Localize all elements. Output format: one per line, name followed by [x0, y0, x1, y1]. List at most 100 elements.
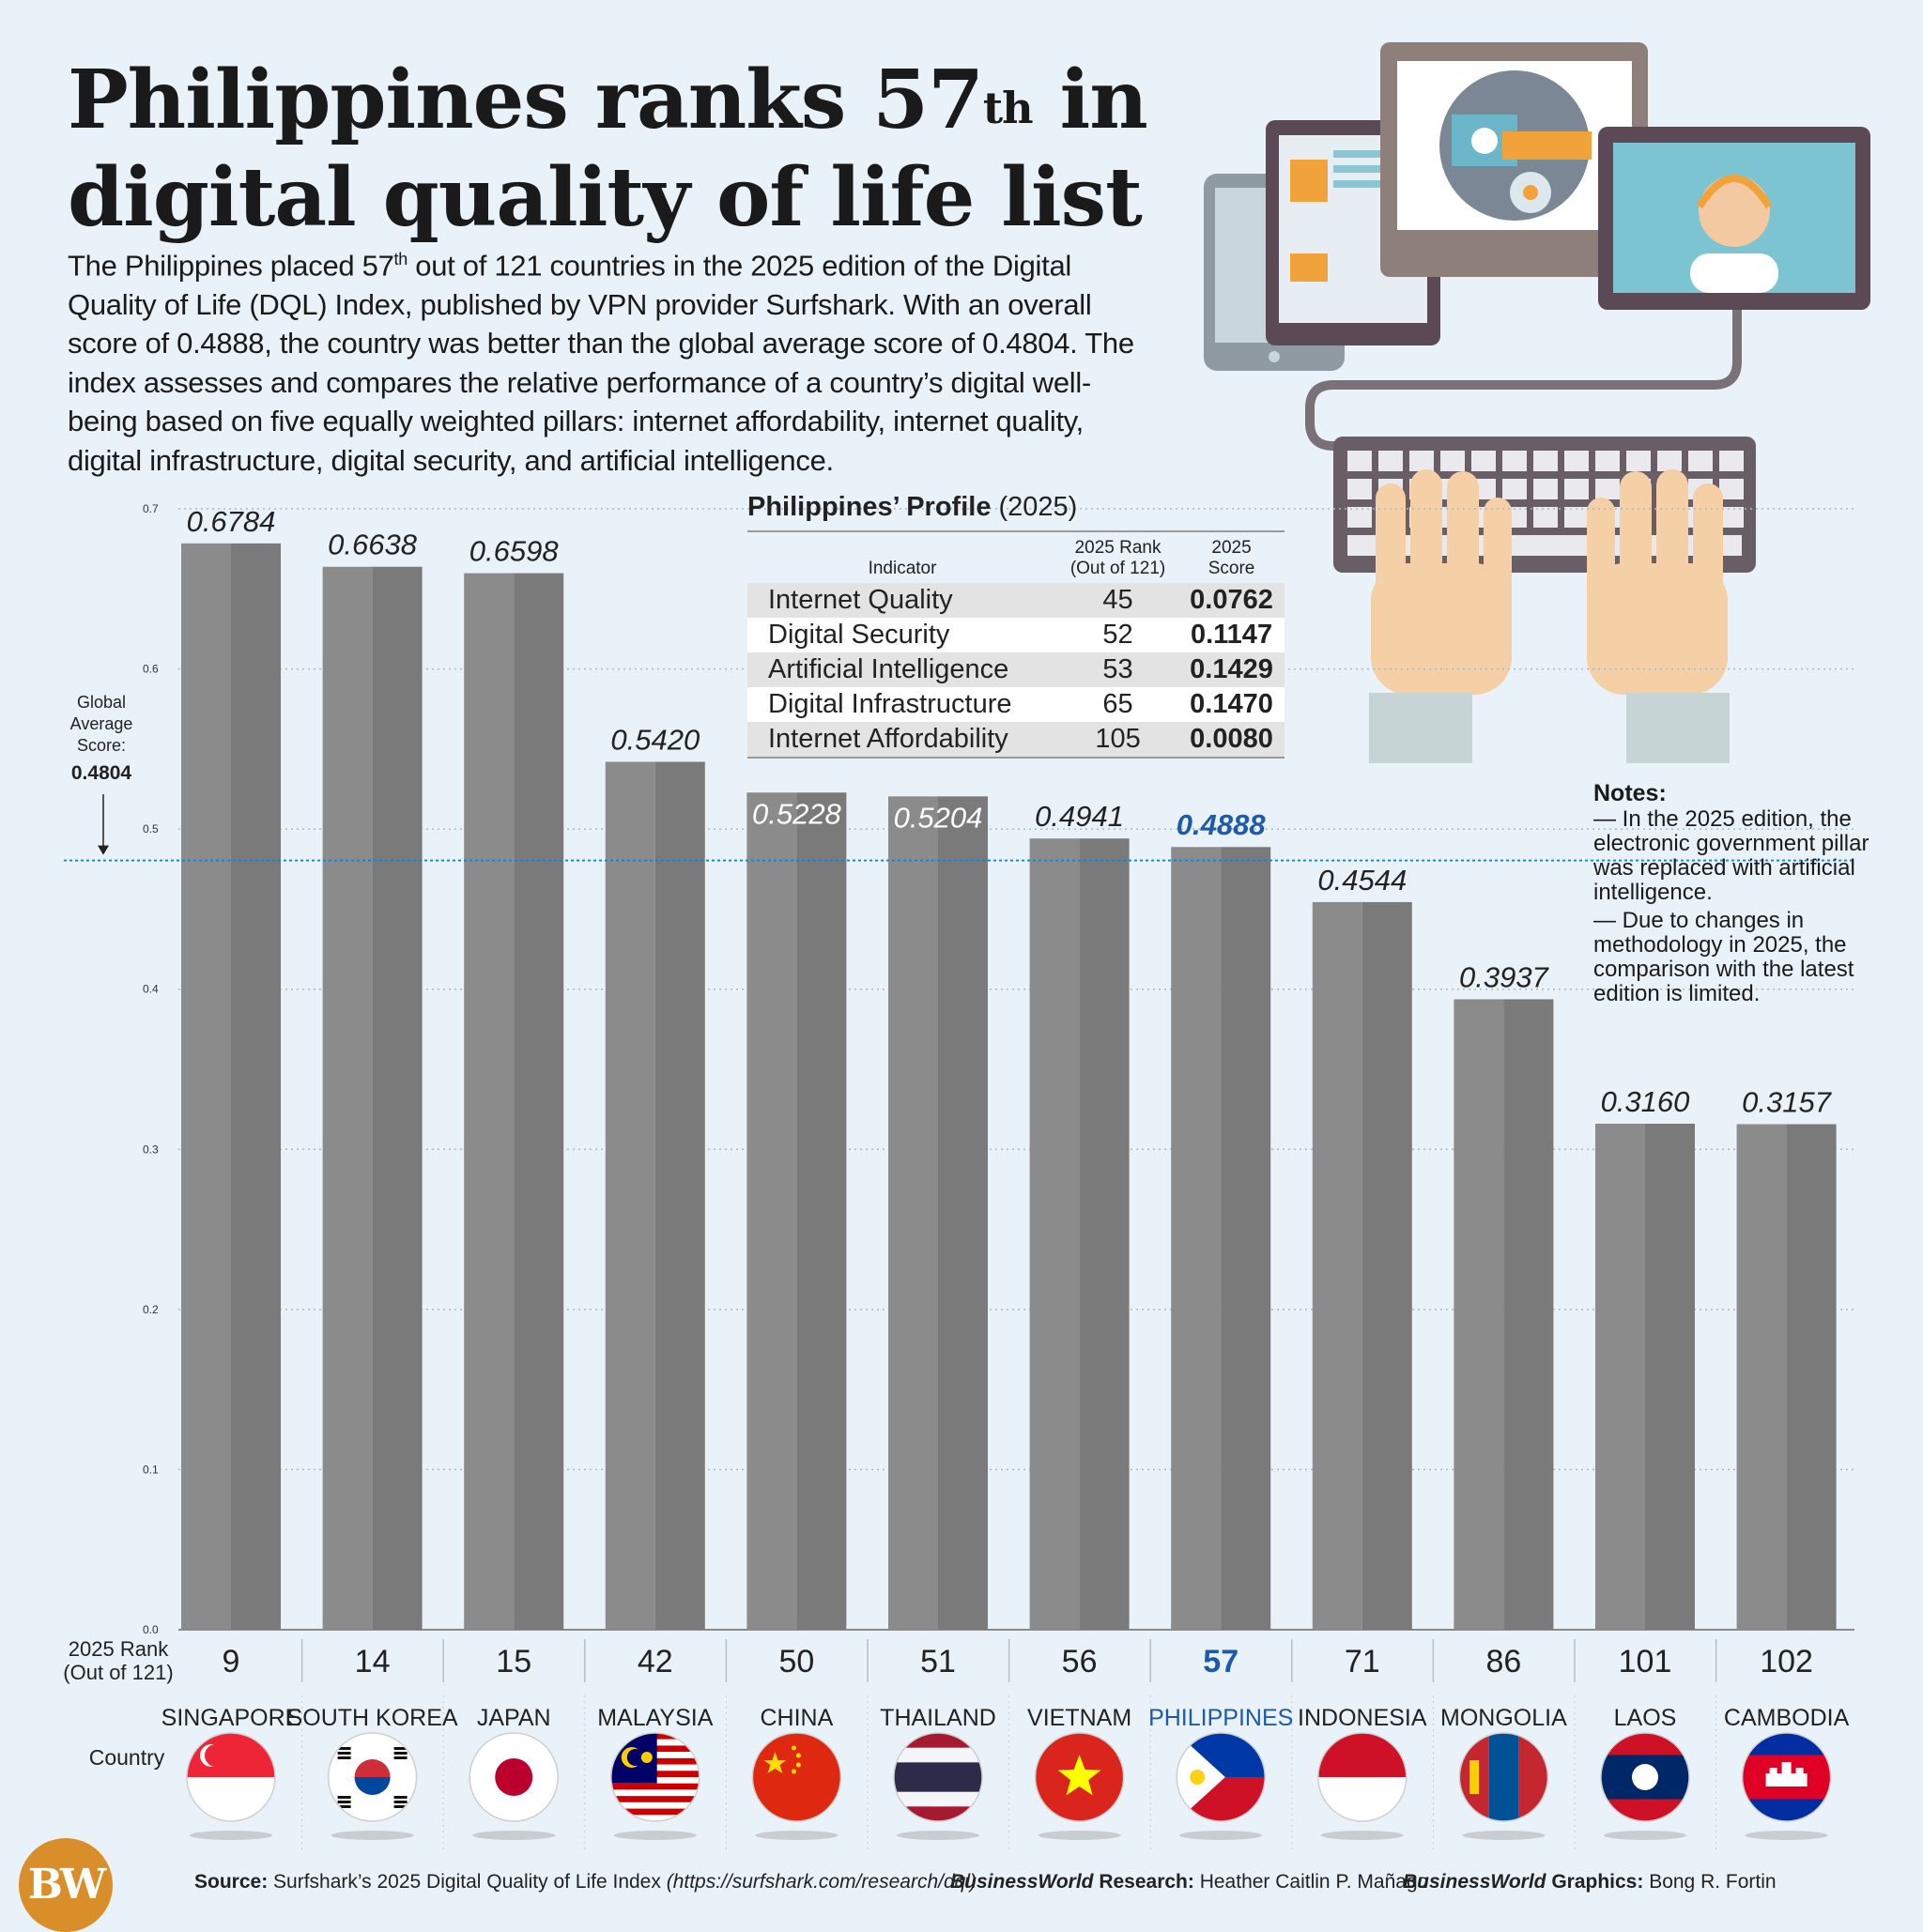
- data-label: 0.5204: [894, 801, 983, 834]
- x-tick-label: MALAYSIA: [597, 1705, 714, 1731]
- table-row: Internet Quality 45 0.0762: [747, 583, 1285, 618]
- bar-shade: [1079, 838, 1130, 1630]
- bar-shade: [1221, 847, 1271, 1630]
- table-row: Digital Security 52 0.1147: [747, 618, 1285, 652]
- bar: [1736, 1124, 1787, 1630]
- indicator-score: 0.1429: [1178, 652, 1285, 687]
- y-tick-label: 0.6: [143, 663, 159, 676]
- rank-label: 50: [778, 1644, 814, 1679]
- singapore-flag: [186, 1732, 276, 1840]
- indicator-rank: 53: [1057, 652, 1179, 687]
- note-1: — In the 2025 edition, the electronic go…: [1593, 806, 1869, 905]
- x-tick-label: INDONESIA: [1298, 1705, 1427, 1731]
- china-flag: [751, 1732, 842, 1840]
- average-arrow-head: [98, 845, 109, 855]
- south-korea-flag: [327, 1732, 418, 1840]
- bar-shade: [1503, 999, 1554, 1630]
- rank-label: 15: [496, 1644, 531, 1679]
- profile-title: Philippines’ Profile (2025): [747, 492, 1078, 522]
- x-tick-label: VIETNAM: [1027, 1705, 1131, 1731]
- average-label: Score:: [77, 736, 126, 755]
- bar: [464, 573, 515, 1630]
- philippines-profile: Philippines’ Profile (2025) Indicator 20…: [747, 492, 1285, 759]
- bar-shade: [796, 792, 847, 1630]
- notes: Notes: — In the 2025 edition, the electr…: [1593, 781, 1875, 1010]
- rank-label: 56: [1062, 1644, 1098, 1679]
- data-label: 0.6598: [469, 535, 560, 568]
- indonesia-flag: [1317, 1732, 1408, 1840]
- bar-shade: [514, 573, 564, 1630]
- page-title: Philippines ranks 57th in digital qualit…: [68, 53, 1148, 245]
- indicator-rank: 105: [1057, 722, 1179, 758]
- data-label: 0.4941: [1035, 800, 1124, 833]
- footer: Source: Surfshark’s 2025 Digital Quality…: [0, 1871, 1923, 1899]
- rank-row-label: 2025 Rank: [69, 1637, 169, 1661]
- bar: [888, 796, 938, 1630]
- x-tick-label: SOUTH KOREA: [287, 1705, 458, 1731]
- bar-shade: [372, 566, 423, 1631]
- intro-paragraph: The Philippines placed 57th out of 121 c…: [68, 249, 1134, 477]
- bar: [1029, 838, 1080, 1630]
- data-label: 0.3937: [1459, 960, 1550, 993]
- col-indicator: Indicator: [868, 559, 937, 578]
- data-label: 0.3160: [1601, 1085, 1690, 1118]
- table-row: Digital Infrastructure 65 0.1470: [747, 687, 1285, 722]
- bar: [1171, 847, 1222, 1630]
- rank-label: 51: [920, 1644, 956, 1679]
- average-label: Average: [70, 714, 133, 733]
- y-tick-label: 0.3: [143, 1142, 159, 1156]
- indicator-rank: 65: [1057, 687, 1179, 722]
- y-tick-label: 0.4: [143, 983, 159, 996]
- bar-shade: [1645, 1123, 1695, 1630]
- x-tick-label: CHINA: [761, 1705, 834, 1731]
- data-label: 0.5228: [752, 797, 842, 830]
- col-rank: 2025 Rank (Out of 121): [1069, 538, 1166, 578]
- bar: [746, 792, 797, 1630]
- graphics-credit: BusinessWorld Graphics: Bong R. Fortin: [1403, 1871, 1777, 1893]
- x-tick-label: SINGAPORE: [162, 1705, 301, 1731]
- japan-flag: [469, 1732, 559, 1840]
- indicator-name: Digital Security: [747, 618, 1057, 652]
- indicator-name: Artificial Intelligence: [747, 652, 1057, 687]
- y-tick-label: 0.1: [143, 1463, 159, 1476]
- philippines-flag: [1176, 1732, 1266, 1840]
- vietnam-flag: [1034, 1732, 1125, 1840]
- cambodia-flag: [1741, 1732, 1832, 1840]
- rank-label: 102: [1760, 1644, 1813, 1679]
- indicator-score: 0.0080: [1178, 722, 1285, 758]
- rank-label: 14: [355, 1644, 391, 1679]
- rank-label: 9: [223, 1644, 240, 1679]
- indicator-score: 0.1147: [1178, 618, 1285, 652]
- data-label: 0.5420: [610, 724, 700, 757]
- x-tick-label: LAOS: [1614, 1705, 1677, 1731]
- bar: [1454, 999, 1504, 1630]
- rank-label: 86: [1485, 1644, 1521, 1679]
- col-score: 2025 Score: [1208, 538, 1255, 578]
- y-tick-label: 0.5: [143, 822, 159, 836]
- data-label: 0.4544: [1317, 864, 1407, 897]
- average-label: Global: [77, 693, 126, 712]
- indicator-name: Internet Quality: [747, 583, 1057, 618]
- bar: [322, 566, 373, 1631]
- country-row-label: Country: [89, 1745, 165, 1770]
- bar: [1312, 901, 1362, 1630]
- bar-shade: [654, 761, 705, 1630]
- x-tick-label: MONGOLIA: [1440, 1705, 1567, 1731]
- bar-shade: [231, 543, 281, 1630]
- bar: [1595, 1123, 1645, 1630]
- rank-label: 71: [1345, 1644, 1380, 1679]
- bar-shade: [1361, 901, 1412, 1630]
- indicator-name: Digital Infrastructure: [747, 687, 1057, 722]
- data-label: 0.6638: [328, 529, 418, 561]
- profile-table: Indicator 2025 Rank (Out of 121) 2025 Scor…: [747, 530, 1285, 759]
- x-tick-label: THAILAND: [880, 1705, 996, 1731]
- notes-heading: Notes:: [1593, 780, 1667, 806]
- malaysia-flag: [610, 1732, 700, 1840]
- x-tick-label: JAPAN: [477, 1705, 551, 1731]
- y-tick-label: 0.7: [143, 502, 159, 515]
- research-credit: BusinessWorld Research: Heather Caitlin …: [950, 1871, 1429, 1893]
- table-row: Artificial Intelligence 53 0.1429: [747, 652, 1285, 687]
- rank-label: 42: [638, 1644, 673, 1679]
